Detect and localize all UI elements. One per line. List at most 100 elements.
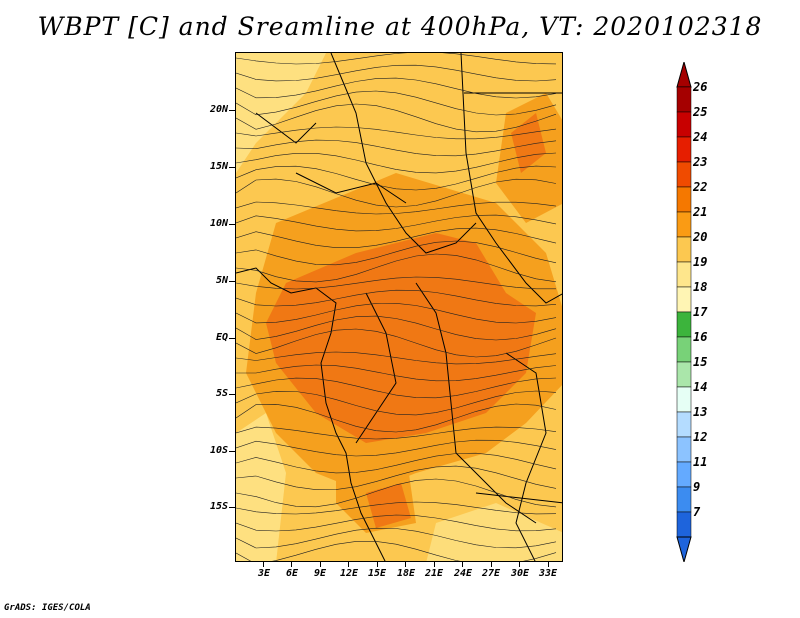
- colorbar-label: 24: [693, 130, 708, 144]
- streamline: [236, 240, 557, 266]
- lat-label-15s: 15S: [209, 501, 228, 512]
- tick-24e: [462, 562, 463, 567]
- streamline: [236, 403, 557, 433]
- colorbar-label: 9: [693, 480, 701, 494]
- colorbar-segment: [676, 286, 692, 313]
- colorbar-label: 11: [693, 455, 708, 469]
- lat-label-10n: 10N: [209, 218, 228, 229]
- colorbar-label: 13: [693, 405, 708, 419]
- streamline: [236, 328, 557, 358]
- tick-10s: [229, 451, 235, 452]
- colorbar-label: 7: [693, 505, 701, 519]
- colorbar-segment: [676, 436, 692, 463]
- tick-20n: [229, 110, 235, 111]
- colorbar-segment: [676, 361, 692, 388]
- colorbar-label: 14: [693, 380, 708, 394]
- streamline: [236, 501, 557, 515]
- streamline: [236, 302, 557, 324]
- streamline: [236, 478, 557, 508]
- streamline: [236, 541, 557, 561]
- colorbar-segment: [676, 211, 692, 238]
- streamline: [236, 227, 557, 248]
- map-panel: [235, 52, 563, 562]
- lon-label-21e: 21E: [424, 568, 444, 579]
- lon-label-12e: 12E: [339, 568, 359, 579]
- colorbar-segment: [676, 186, 692, 213]
- lat-label-eq: EQ: [215, 332, 228, 343]
- lon-label-15e: 15E: [367, 568, 387, 579]
- colorbar-segment: [676, 486, 692, 513]
- colorbar-label: 22: [693, 180, 708, 194]
- lat-label-10s: 10S: [209, 445, 228, 456]
- streamline: [236, 377, 557, 399]
- lon-label-9e: 9E: [313, 568, 327, 579]
- colorbar-segment: [676, 161, 692, 188]
- wbpt-cool-region-sw: [236, 413, 286, 561]
- streamline: [236, 178, 557, 208]
- tick-15s: [229, 507, 235, 508]
- colorbar-label: 15: [693, 355, 708, 369]
- tick-18e: [405, 562, 406, 567]
- country-borders: [236, 53, 562, 561]
- streamline: [236, 465, 557, 491]
- streamline: [236, 253, 557, 283]
- streamline: [236, 103, 557, 133]
- lat-label-20n: 20N: [209, 104, 228, 115]
- streamline: [236, 289, 557, 307]
- streamline: [236, 201, 557, 215]
- tick-15n: [229, 167, 235, 168]
- colorbar-label: 12: [693, 430, 708, 444]
- streamline: [236, 452, 557, 474]
- tick-5s: [229, 394, 235, 395]
- streamline: [236, 439, 557, 457]
- streamline: [236, 351, 557, 365]
- map-title: WBPT [C] and Sreamline at 400hPa, VT: 20…: [37, 12, 763, 41]
- colorbar-segment: [676, 386, 692, 413]
- lon-label-33e: 33E: [538, 568, 558, 579]
- streamline: [236, 390, 557, 416]
- tick-21e: [434, 562, 435, 567]
- tick-9e: [320, 562, 321, 567]
- tick-6e: [291, 562, 292, 567]
- streamline: [236, 214, 557, 232]
- wbpt-hot-spot-s: [366, 483, 411, 528]
- streamline: [236, 165, 557, 191]
- streamline: [236, 53, 557, 65]
- lon-label-6e: 6E: [285, 568, 299, 579]
- colorbar-segment: [676, 461, 692, 488]
- streamline: [236, 126, 557, 140]
- colorbar-segment: [676, 261, 692, 288]
- lat-label-15n: 15N: [209, 161, 228, 172]
- colorbar-segment: [676, 336, 692, 363]
- colorbar-top-arrow: [676, 62, 692, 88]
- colorbar-bottom-arrow: [676, 536, 692, 562]
- colorbar-label: 25: [693, 105, 708, 119]
- colorbar-label: 23: [693, 155, 708, 169]
- lat-label-5n: 5N: [215, 275, 228, 286]
- streamline: [236, 152, 557, 174]
- wbpt-cool-region-nw: [236, 53, 326, 173]
- colorbar-label: 21: [693, 205, 708, 219]
- colorbar-segment: [676, 236, 692, 263]
- lon-label-30e: 30E: [510, 568, 530, 579]
- tick-30e: [519, 562, 520, 567]
- streamline: [236, 514, 557, 532]
- lon-label-18e: 18E: [396, 568, 416, 579]
- colorbar-segment: [676, 136, 692, 163]
- streamlines: [236, 53, 557, 561]
- tick-10n: [229, 224, 235, 225]
- colorbar-segment: [676, 111, 692, 138]
- colorbar: [676, 62, 692, 562]
- colorbar-label: 17: [693, 305, 708, 319]
- wbpt-hot-spot-ne: [511, 113, 546, 173]
- streamline: [236, 90, 557, 116]
- lat-label-5s: 5S: [215, 388, 228, 399]
- colorbar-label: 20: [693, 230, 708, 244]
- colorbar-segment: [676, 511, 692, 538]
- streamline: [236, 77, 557, 99]
- lon-label-3e: 3E: [257, 568, 271, 579]
- colorbar-segment: [676, 311, 692, 338]
- tick-27e: [491, 562, 492, 567]
- credit-text: GrADS: IGES/COLA: [4, 603, 91, 613]
- colorbar-label: 26: [693, 80, 708, 94]
